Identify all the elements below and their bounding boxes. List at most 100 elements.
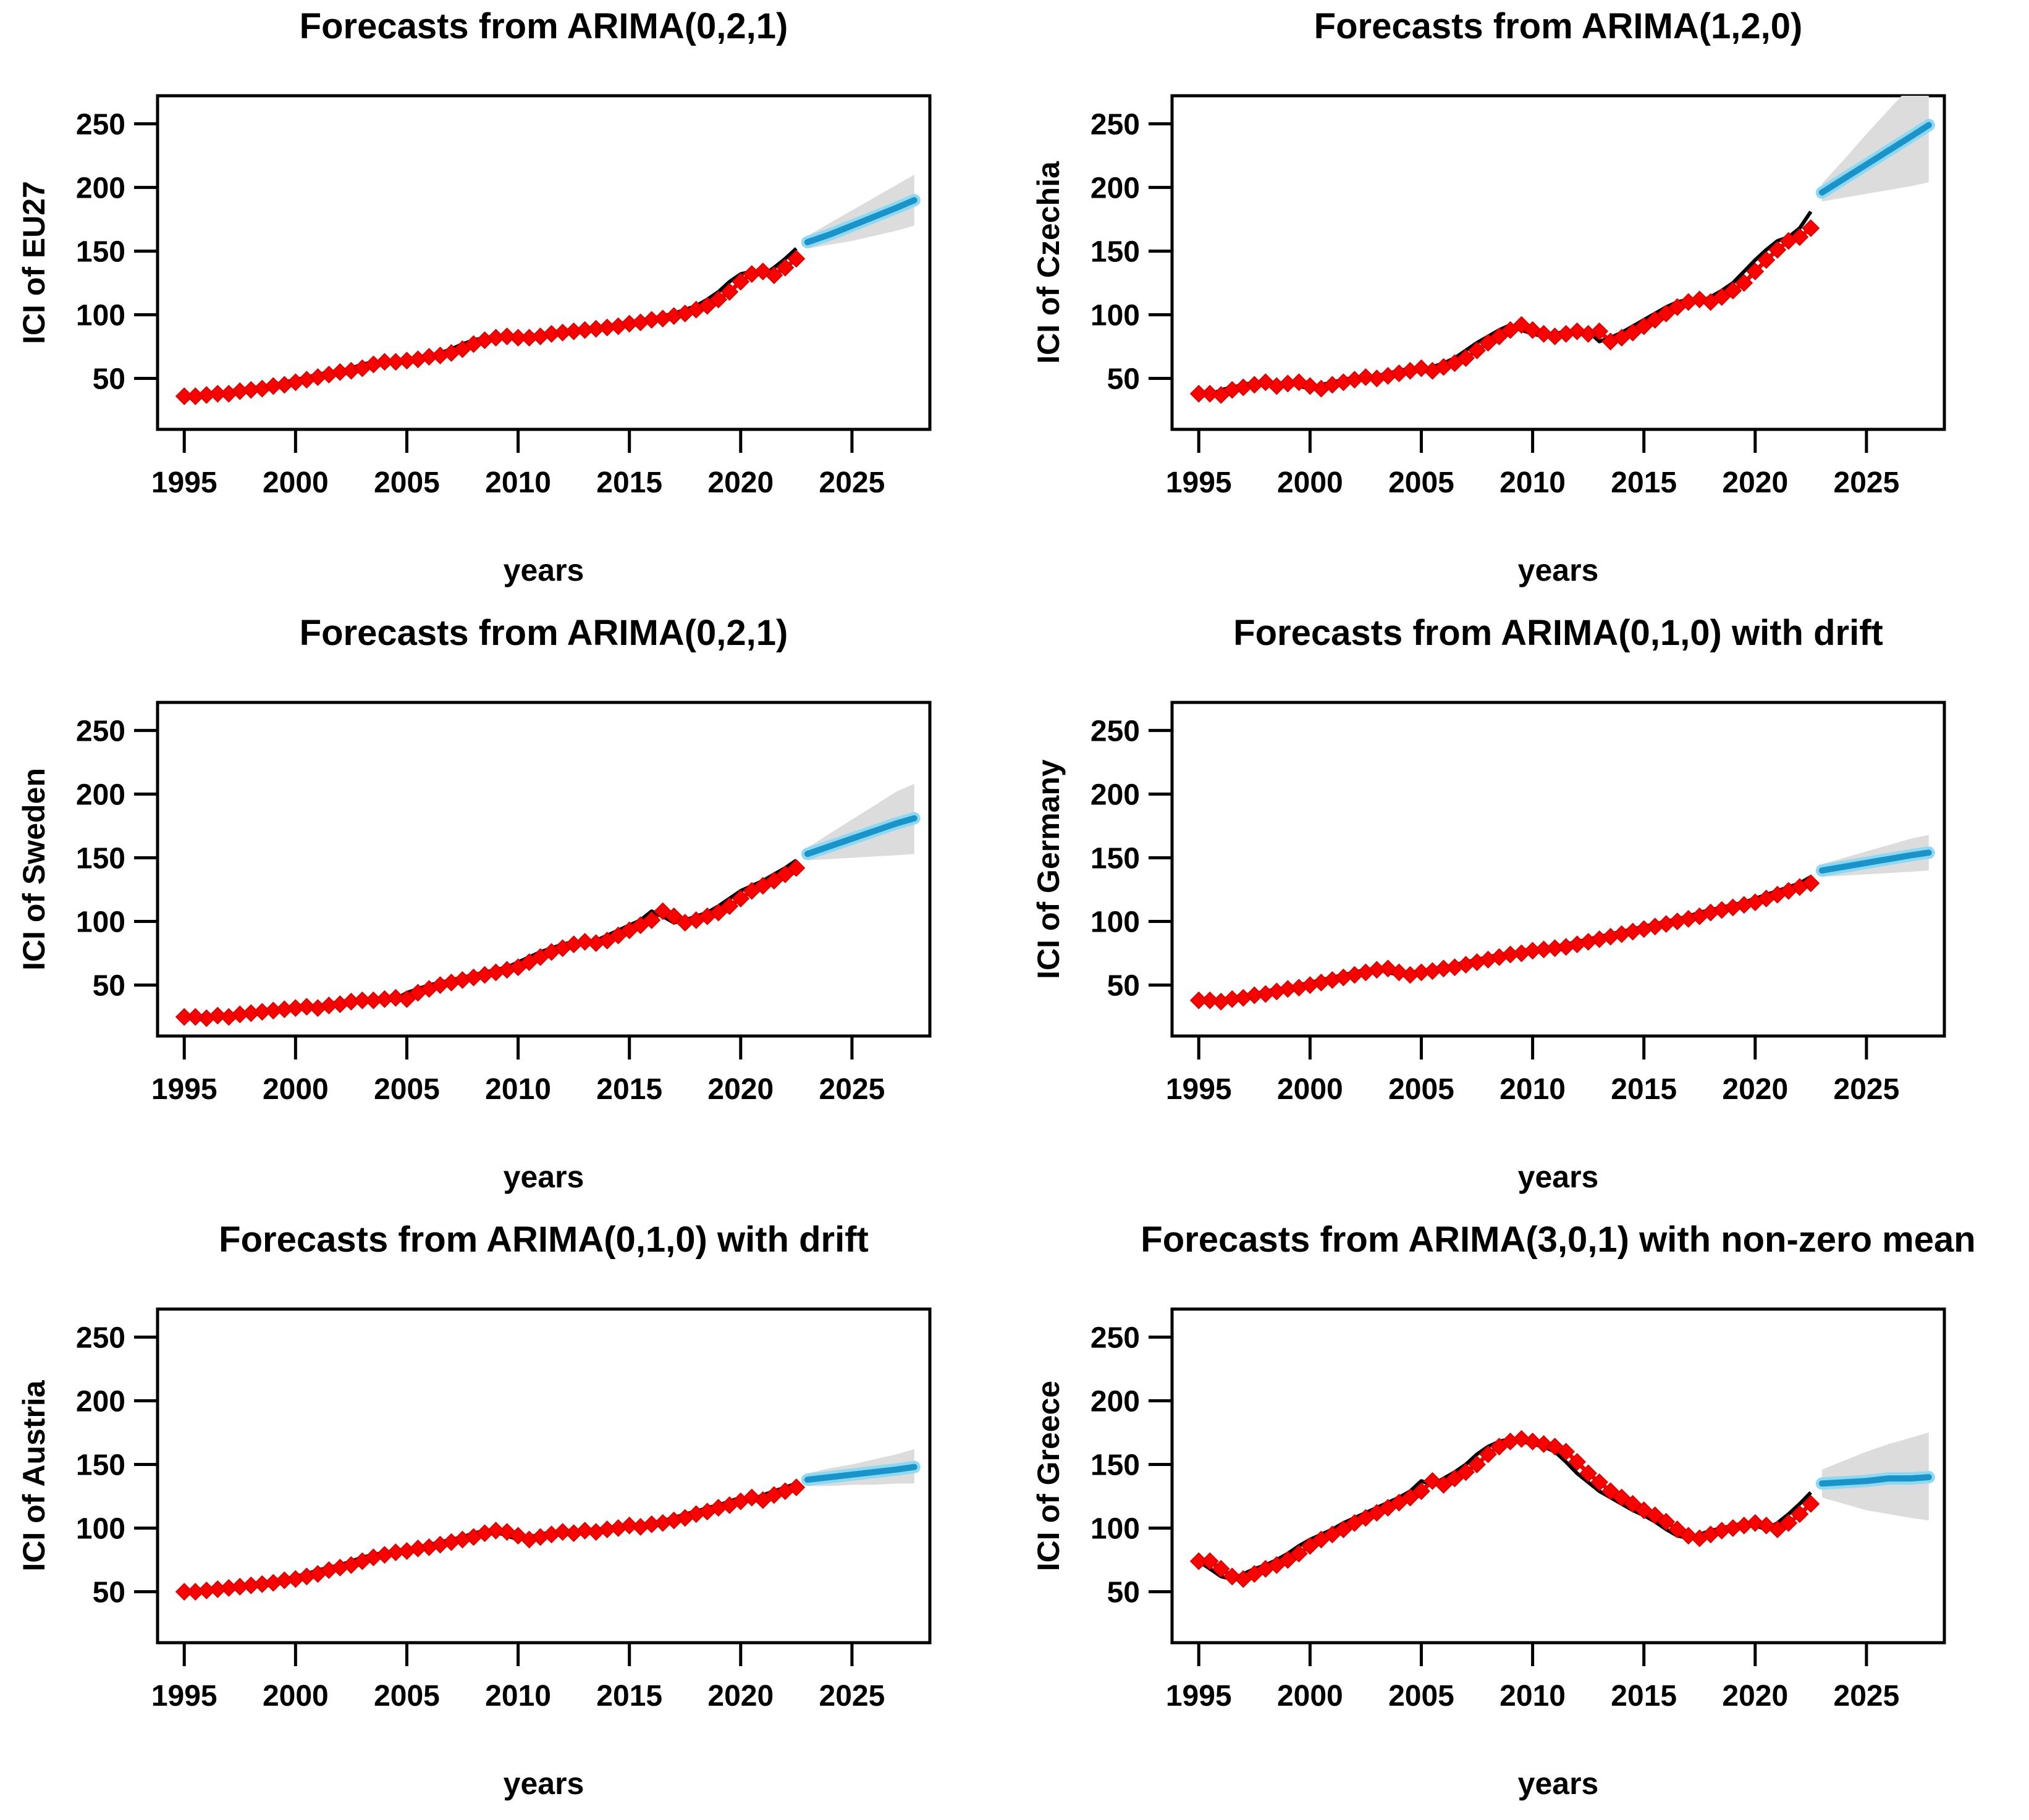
x-tick-label: 2020: [1722, 466, 1788, 499]
x-tick-label: 2015: [1611, 1073, 1677, 1106]
y-tick-label: 50: [93, 970, 125, 1003]
x-tick-label: 2000: [263, 466, 329, 499]
x-tick-label: 2020: [707, 466, 774, 499]
plot-area: [1189, 96, 1935, 404]
x-tick-label: 2000: [263, 1073, 329, 1106]
y-axis-title: ICI of Czechia: [1031, 161, 1066, 364]
y-tick-label: 50: [1107, 363, 1140, 396]
y-tick-label: 150: [1090, 842, 1140, 875]
y-tick-label: 50: [1107, 970, 1140, 1003]
y-tick-label: 50: [93, 1577, 125, 1609]
x-tick-label: 1995: [151, 1073, 217, 1106]
forecast-panel-ici-of-austria: Forecasts from ARIMA(0,1,0) with drift 50…: [17, 1220, 932, 1801]
x-tick-label: 2015: [1611, 466, 1677, 499]
x-tick-label: 2005: [374, 1680, 440, 1713]
chart-title: Forecasts from ARIMA(0,2,1): [300, 6, 788, 46]
x-tick-label: 2000: [1277, 1073, 1343, 1106]
y-tick-label: 50: [93, 363, 125, 396]
x-tick-label: 2005: [374, 466, 440, 499]
plot-area: [1189, 835, 1935, 1011]
plot-box: [1170, 701, 1946, 1038]
x-tick-label: 2015: [596, 1073, 662, 1106]
x-axis-title: years: [504, 1160, 584, 1194]
x-tick-label: 2000: [1277, 1680, 1343, 1713]
x-tick-label: 2020: [1722, 1073, 1788, 1106]
fitted-line: [184, 866, 798, 1021]
x-tick-label: 2005: [1388, 466, 1454, 499]
x-axis-title: years: [1518, 1766, 1599, 1801]
y-tick-label: 250: [1090, 108, 1140, 141]
x-axis-title: years: [1518, 1160, 1599, 1194]
x-tick-label: 2010: [1500, 1073, 1566, 1106]
x-tick-label: 2020: [707, 1073, 774, 1106]
plot-area: [1189, 1430, 1935, 1588]
y-tick-label: 100: [76, 1513, 125, 1546]
x-tick-label: 2025: [819, 1680, 885, 1713]
forecast-line: [1818, 849, 1932, 874]
x-tick-label: 2015: [1611, 1680, 1677, 1713]
y-tick-label: 200: [76, 1385, 125, 1418]
y-tick-label: 200: [1090, 172, 1140, 204]
fitted-diamond-markers: [175, 250, 806, 405]
x-tick-label: 2025: [1834, 1680, 1900, 1713]
observed-line: [1198, 210, 1813, 397]
plot-box: [156, 701, 932, 1038]
x-tick-label: 2000: [1277, 466, 1343, 499]
x-axis-title: years: [504, 1766, 584, 1801]
y-axis-title: ICI of Austria: [17, 1380, 51, 1571]
y-tick-label: 250: [76, 715, 125, 748]
x-tick-label: 2025: [1834, 466, 1900, 499]
plot-area: [175, 783, 921, 1027]
forecast-line: [804, 815, 917, 857]
fitted-diamond-markers: [175, 1478, 806, 1601]
forecast-panel-ici-of-sweden: Forecasts from ARIMA(0,2,1) 50 100 150 200 25…: [17, 613, 932, 1194]
fitted-line: [1199, 226, 1813, 397]
y-tick-label: 150: [76, 842, 125, 875]
forecast-panel-ici-of-greece: Forecasts from ARIMA(3,0,1) with non-zer…: [1031, 1220, 1976, 1801]
fitted-diamond-markers: [175, 859, 806, 1027]
y-axis-title: ICI of Sweden: [17, 768, 51, 971]
y-tick-label: 250: [76, 1321, 125, 1354]
y-axis-title: ICI of Germany: [1031, 759, 1066, 979]
forecast-line: [804, 197, 917, 246]
y-tick-label: 200: [1090, 1385, 1140, 1418]
x-tick-label: 2010: [485, 1680, 551, 1713]
plot-box: [1170, 1307, 1946, 1645]
y-axis-title: ICI of EU27: [17, 181, 51, 344]
y-tick-label: 150: [76, 235, 125, 268]
x-tick-label: 2005: [374, 1073, 440, 1106]
x-tick-label: 2025: [819, 1073, 885, 1106]
x-tick-label: 2005: [1388, 1680, 1454, 1713]
y-axis-title: ICI of Greece: [1031, 1381, 1066, 1571]
forecast-panel-ici-of-germany: Forecasts from ARIMA(0,1,0) with drift 50…: [1031, 613, 1946, 1194]
y-tick-label: 150: [1090, 235, 1140, 268]
x-tick-label: 2020: [707, 1680, 774, 1713]
y-tick-label: 250: [1090, 1321, 1140, 1354]
y-tick-label: 150: [76, 1449, 125, 1481]
forecast-line: [804, 1464, 917, 1483]
y-tick-label: 100: [1090, 1513, 1140, 1546]
chart-title: Forecasts from ARIMA(1,2,0): [1314, 6, 1803, 46]
observed-line: [183, 247, 798, 398]
x-tick-label: 2020: [1722, 1680, 1788, 1713]
plot-box: [156, 1307, 932, 1645]
x-tick-label: 2015: [596, 466, 662, 499]
plot-area: [175, 174, 921, 405]
y-tick-label: 250: [1090, 715, 1140, 748]
plot-box: [156, 94, 932, 431]
forecast-line: [1818, 122, 1932, 196]
chart-title: Forecasts from ARIMA(3,0,1) with non-zer…: [1141, 1220, 1975, 1260]
x-tick-label: 2010: [1500, 466, 1566, 499]
y-tick-label: 100: [76, 300, 125, 332]
y-tick-label: 200: [1090, 778, 1140, 811]
x-tick-label: 2010: [485, 1073, 551, 1106]
y-tick-label: 100: [1090, 300, 1140, 332]
fitted-diamond-markers: [1189, 874, 1820, 1011]
plot-box: [1170, 94, 1946, 431]
plot-area: [175, 1449, 921, 1601]
fitted-line: [184, 257, 798, 398]
chart-title: Forecasts from ARIMA(0,1,0) with drift: [219, 1220, 869, 1260]
y-tick-label: 100: [1090, 906, 1140, 939]
x-tick-label: 2025: [819, 466, 885, 499]
x-tick-label: 2010: [485, 466, 551, 499]
